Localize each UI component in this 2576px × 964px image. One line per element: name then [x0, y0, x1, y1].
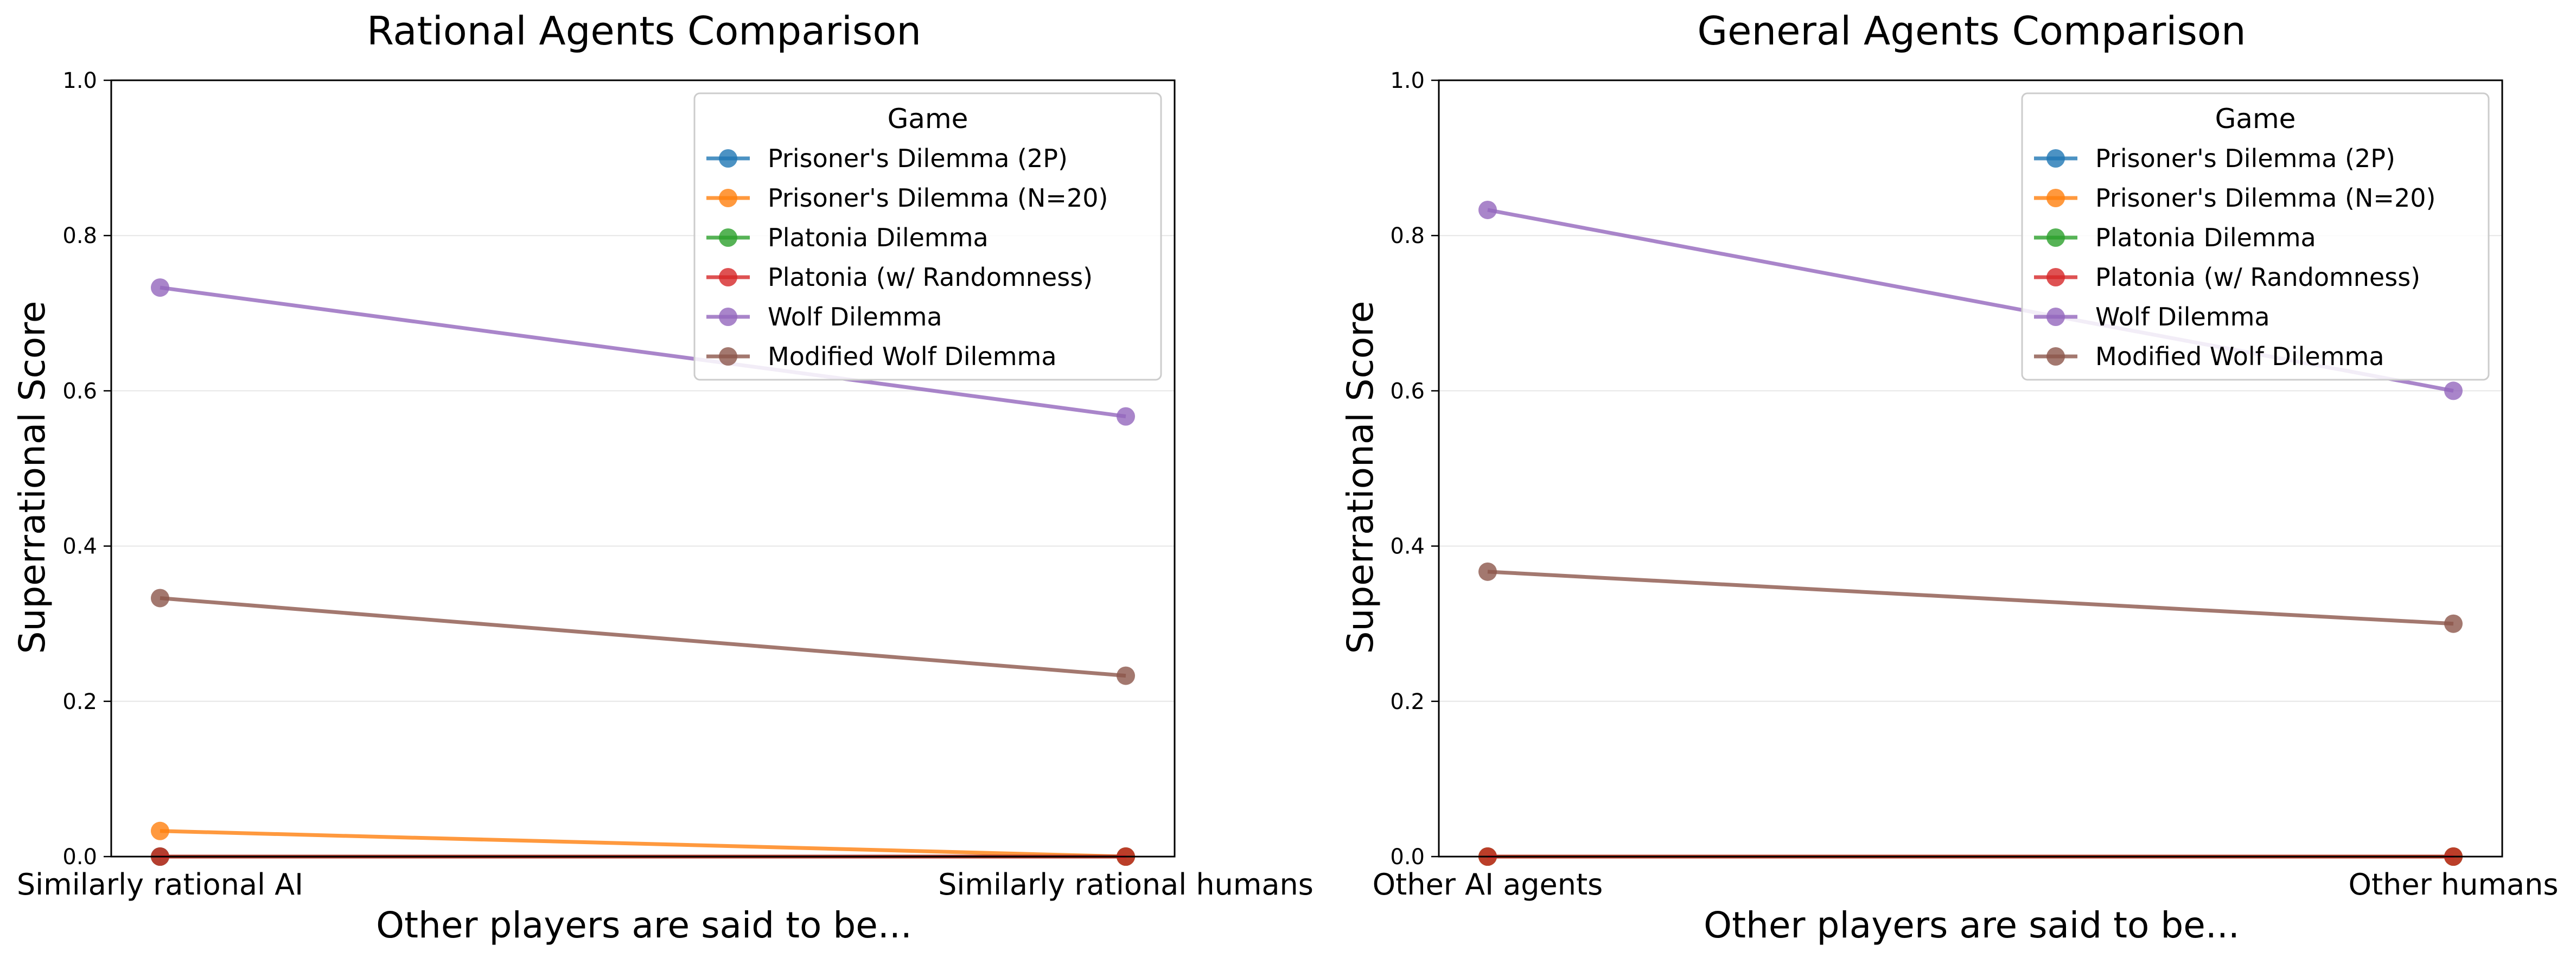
data-point [151, 589, 169, 608]
y-tick-label: 0.0 [62, 845, 97, 870]
legend-marker [719, 189, 737, 207]
legend-label: Modified Wolf Dilemma [768, 342, 1057, 371]
legend-entry: Prisoner's Dilemma (2P) [2034, 144, 2395, 173]
y-tick-label: 0.0 [1390, 845, 1425, 870]
y-tick-label: 0.8 [1390, 224, 1425, 248]
legend-label: Platonia (w/ Randomness) [2095, 263, 2420, 292]
y-axis-label: Superrational Score [11, 301, 53, 654]
legend-marker [2046, 228, 2065, 247]
legend-title: Game [2215, 103, 2296, 135]
legend: Game Prisoner's Dilemma (2P) Prisoner's Di… [2021, 92, 2490, 381]
y-tick-label: 1.0 [1390, 68, 1425, 93]
legend-entry: Prisoner's Dilemma (N=20) [706, 183, 1108, 213]
data-point [1117, 666, 1135, 685]
legend-marker [2046, 149, 2065, 168]
legend-marker [2046, 308, 2065, 326]
data-point [1478, 562, 1497, 581]
series-wolf-dilemma [151, 278, 1135, 426]
legend-entry: Modified Wolf Dilemma [2034, 342, 2384, 371]
plot-frame [1438, 79, 2503, 858]
legend-label: Modified Wolf Dilemma [2095, 342, 2384, 371]
legend-label: Wolf Dilemma [768, 302, 942, 331]
plot-frame [110, 79, 1176, 858]
data-point [1117, 407, 1135, 426]
legend-entry: Platonia Dilemma [706, 223, 989, 252]
legend-marker [2046, 189, 2065, 207]
legend-box [693, 92, 1162, 381]
y-tick-label: 0.4 [1390, 534, 1425, 559]
series-line [160, 829, 1126, 859]
y-tick-label: 0.6 [62, 379, 97, 404]
legend-entry: Platonia Dilemma [2034, 223, 2316, 252]
legend-entry: Prisoner's Dilemma (N=20) [2034, 183, 2435, 213]
legend: Game Prisoner's Dilemma (2P) Prisoner's Di… [693, 92, 1162, 381]
data-point [2444, 381, 2463, 400]
x-tick-label: Other humans [2349, 867, 2559, 902]
legend-entry: Modified Wolf Dilemma [706, 342, 1057, 371]
chart-panel-general: General Agents Comparison Other players … [1340, 8, 2559, 946]
legend-marker [719, 308, 737, 326]
legend-marker [719, 347, 737, 366]
series-line [160, 596, 1126, 678]
legend-label: Prisoner's Dilemma (N=20) [768, 183, 1108, 213]
legend-label: Prisoner's Dilemma (2P) [768, 144, 1068, 173]
y-tick-label: 0.4 [62, 534, 97, 559]
legend-entry: Wolf Dilemma [706, 302, 942, 331]
legend-marker [2046, 268, 2065, 286]
series-modified-wolf-dilemma [1478, 562, 2463, 633]
series-line [160, 285, 1126, 419]
x-axis-label: Other players are said to be... [376, 904, 912, 946]
legend-marker [719, 149, 737, 168]
data-point [151, 278, 169, 297]
legend-entry: Platonia (w/ Randomness) [2034, 263, 2420, 292]
series-modified-wolf-dilemma [151, 589, 1135, 685]
legend-marker [2046, 347, 2065, 366]
chart-title: Rational Agents Comparison [367, 8, 921, 54]
y-tick-label: 0.6 [1390, 379, 1425, 404]
y-tick-label: 0.8 [62, 224, 97, 248]
legend-label: Prisoner's Dilemma (2P) [2095, 144, 2395, 173]
legend-label: Wolf Dilemma [2095, 302, 2270, 331]
legend-title: Game [888, 103, 968, 135]
legend-label: Platonia (w/ Randomness) [768, 263, 1093, 292]
data-point [151, 821, 169, 840]
series-line [1487, 570, 2454, 626]
legend-entry: Platonia (w/ Randomness) [706, 263, 1093, 292]
x-tick-label: Similarly rational humans [938, 867, 1313, 902]
legend-box [2021, 92, 2490, 381]
legend-marker [719, 228, 737, 247]
legend-entry: Wolf Dilemma [2034, 302, 2270, 331]
chart-title: General Agents Comparison [1697, 8, 2246, 54]
x-axis-label: Other players are said to be... [1704, 904, 2240, 946]
x-tick-label: Similarly rational AI [17, 867, 303, 902]
legend-label: Platonia Dilemma [2095, 223, 2316, 252]
x-tick-label: Other AI agents [1373, 867, 1603, 902]
legend-marker [719, 268, 737, 286]
data-point [1478, 200, 1497, 219]
data-point [2444, 614, 2463, 633]
legend-label: Prisoner's Dilemma (N=20) [2095, 183, 2435, 213]
y-tick-label: 0.2 [62, 690, 97, 714]
chart-panel-rational: Rational Agents Comparison Other players… [11, 8, 1313, 946]
y-tick-label: 1.0 [62, 68, 97, 93]
legend-entry: Prisoner's Dilemma (2P) [706, 144, 1068, 173]
y-tick-label: 0.2 [1390, 690, 1425, 714]
y-axis-label: Superrational Score [1340, 301, 1381, 654]
legend-label: Platonia Dilemma [768, 223, 989, 252]
